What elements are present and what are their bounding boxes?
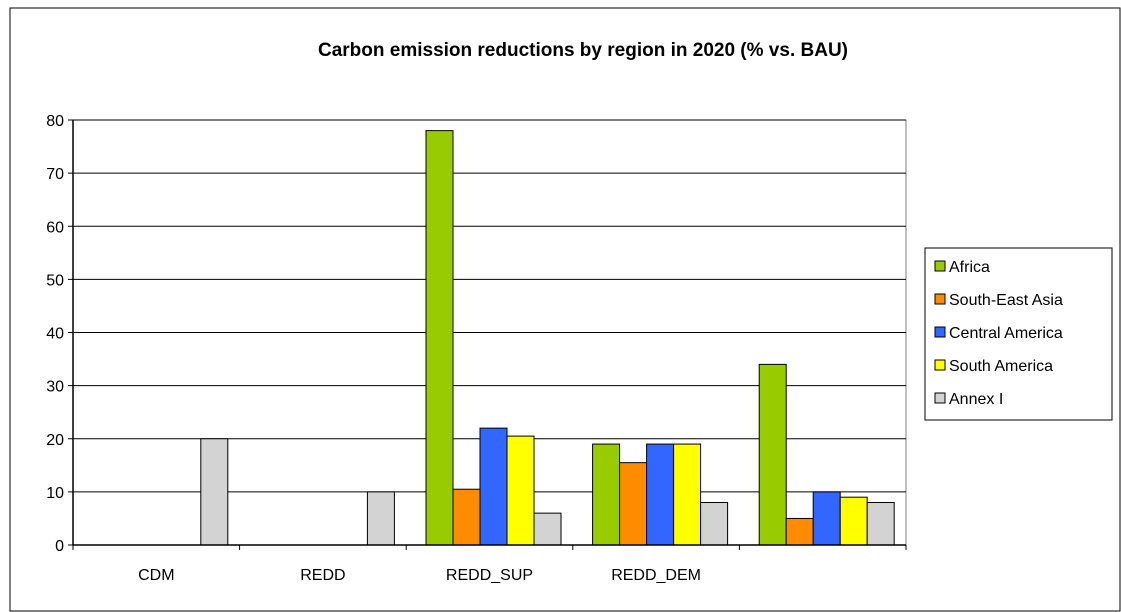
y-tick-label: 60 (46, 219, 64, 236)
y-tick-label: 40 (46, 326, 64, 343)
x-tick-label: CDM (138, 567, 174, 584)
bar (673, 443, 702, 546)
bar (646, 443, 675, 546)
y-tick-label: 10 (46, 485, 64, 502)
legend-swatch (934, 359, 946, 371)
bar (479, 427, 508, 546)
bar (700, 502, 729, 546)
bar (200, 438, 229, 546)
y-tick-label: 0 (55, 538, 64, 555)
y-tick-label: 80 (46, 113, 64, 130)
legend-swatch (934, 392, 946, 404)
bar (785, 517, 814, 546)
bar (866, 502, 895, 546)
legend-label: South-East Asia (949, 292, 1063, 309)
legend-label: South America (949, 358, 1053, 375)
y-tick-label: 70 (46, 166, 64, 183)
bar (758, 363, 787, 546)
x-tick-label: REDD (300, 567, 345, 584)
legend-swatch (934, 293, 946, 305)
bar (452, 488, 481, 546)
plot-area: 0 10 20 30 40 50 60 70 80 CDM REDD REDD_SUP REDD_DEM (46, 113, 907, 584)
y-tick-label: 30 (46, 379, 64, 396)
bar (839, 496, 868, 546)
legend-label: Annex I (949, 391, 1003, 408)
bar (425, 130, 454, 546)
x-tick-label: REDD_DEM (611, 567, 701, 584)
legend-swatch (934, 260, 946, 272)
y-tick-label: 50 (46, 272, 64, 289)
bar (533, 512, 562, 546)
bar (366, 491, 395, 546)
bar (506, 435, 535, 546)
bar (812, 491, 841, 546)
legend: Africa South-East Asia Central America Sout… (924, 247, 1113, 421)
legend-swatch (934, 326, 946, 338)
bar (619, 462, 648, 546)
legend-box (924, 247, 1113, 421)
bar (592, 443, 621, 546)
y-tick-label: 20 (46, 432, 64, 449)
legend-label: Central America (949, 325, 1063, 342)
chart-title: Carbon emission reductions by region in … (318, 40, 848, 61)
x-tick-label: REDD_SUP (446, 567, 533, 584)
legend-label: Africa (949, 259, 990, 276)
